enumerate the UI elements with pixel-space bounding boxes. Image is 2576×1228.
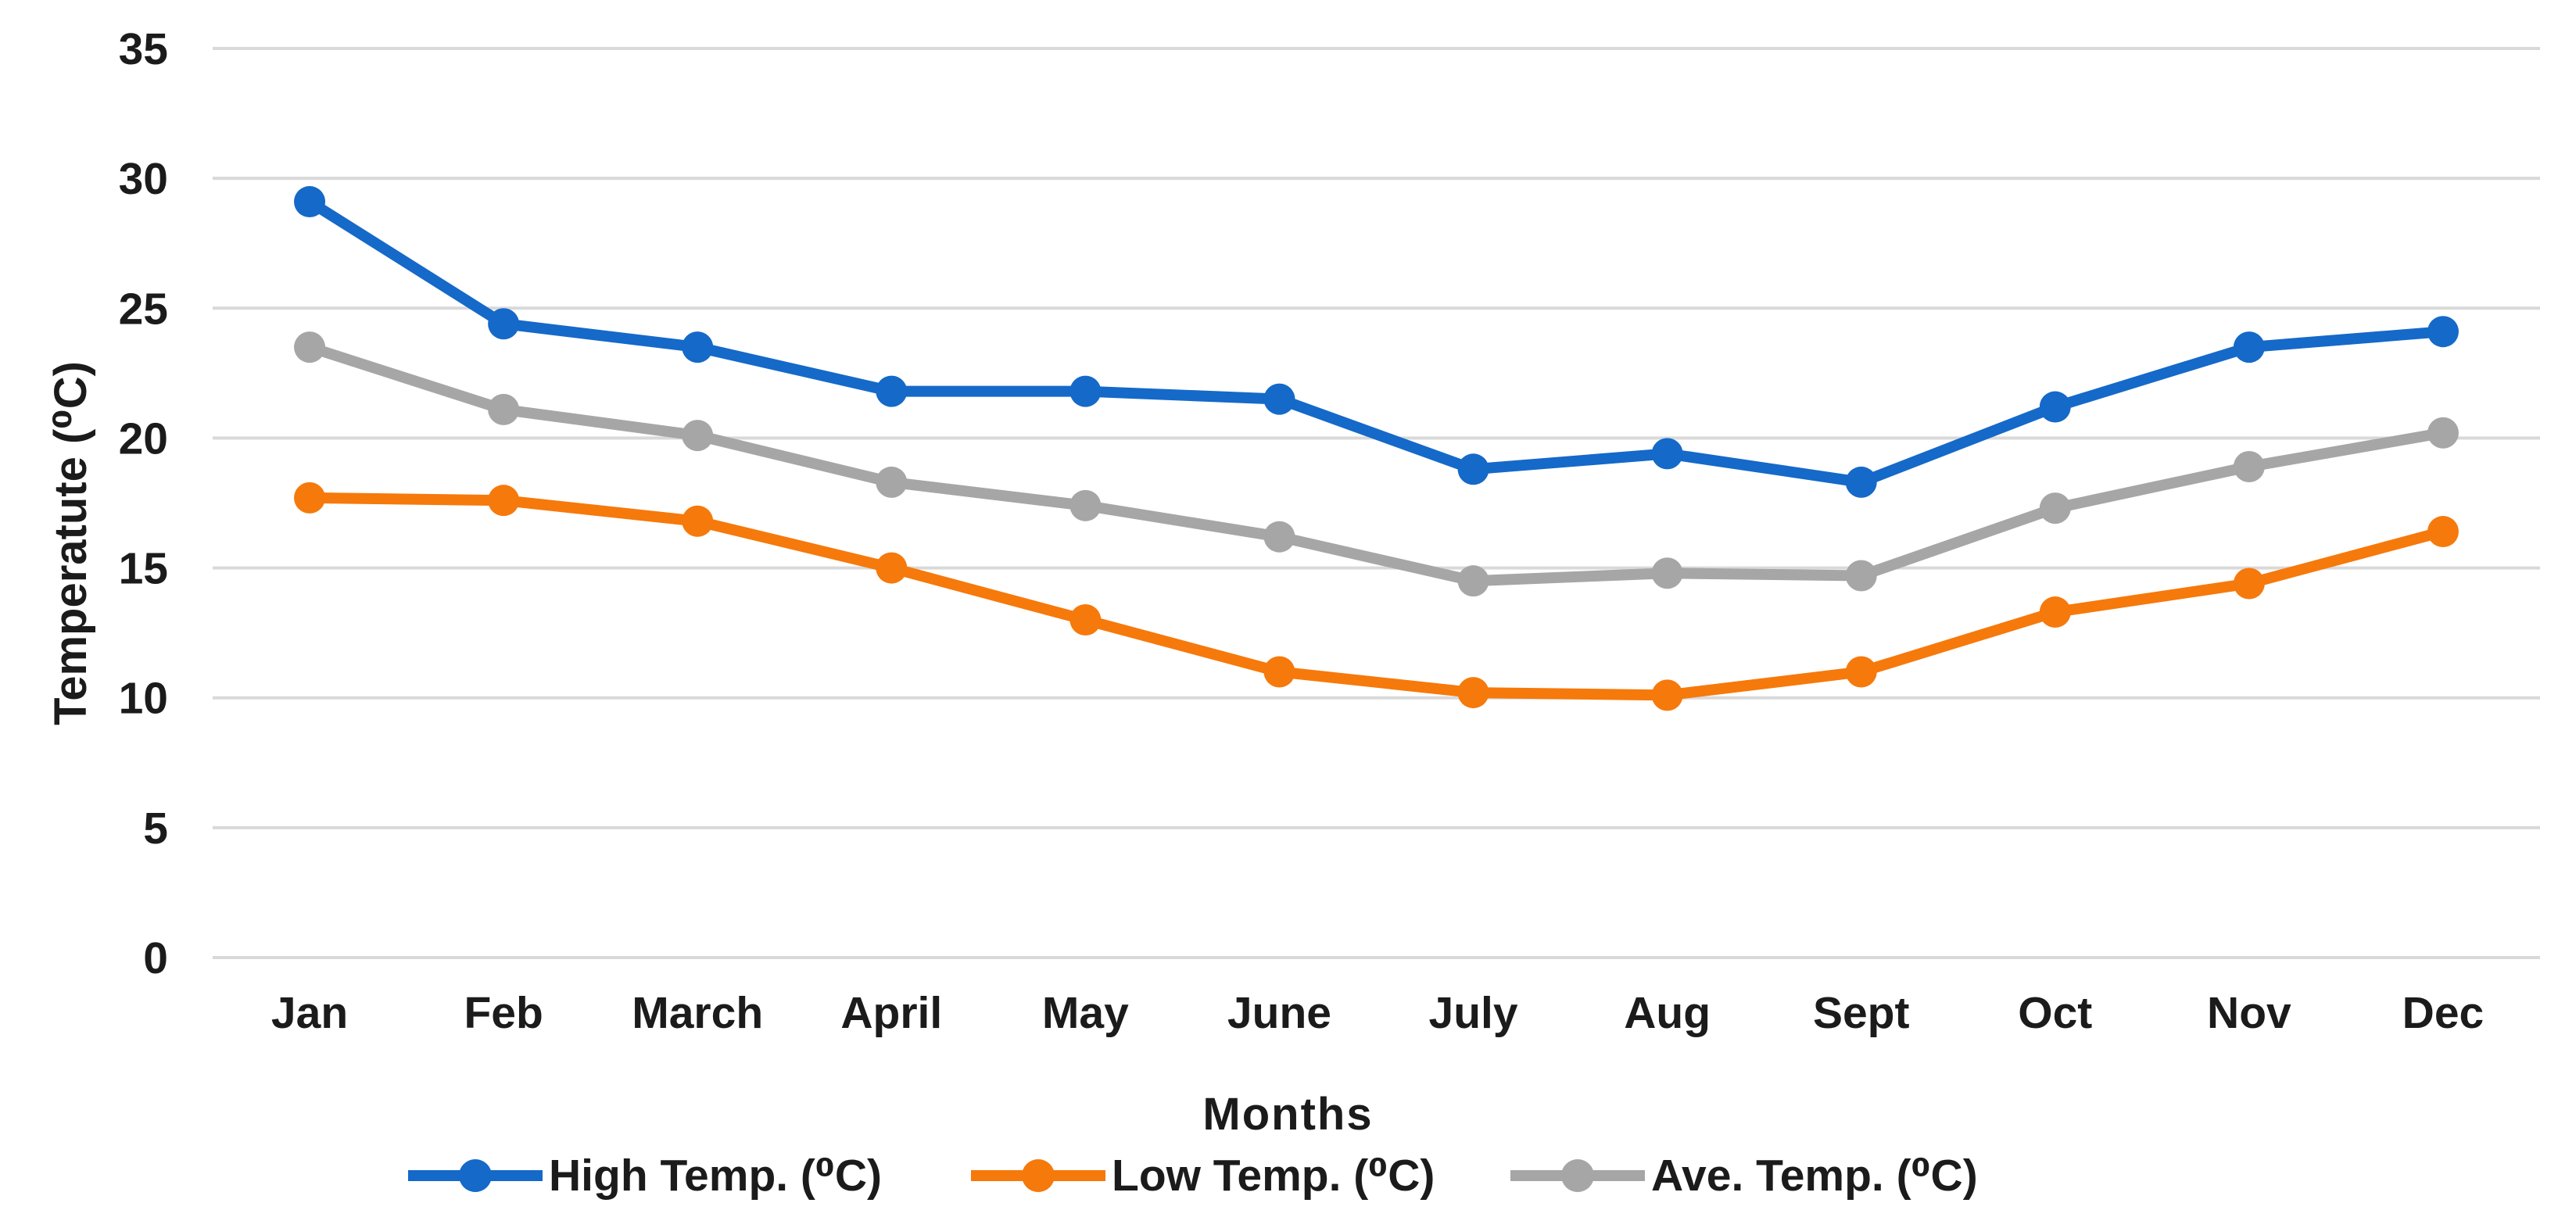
data-point bbox=[2039, 596, 2071, 628]
legend-marker-ave-temp-icon bbox=[1510, 1159, 1645, 1192]
y-axis-title: Temperatute (⁰C) bbox=[45, 361, 96, 725]
legend: High Temp. (⁰C) Low Temp. (⁰C) Ave. Temp… bbox=[0, 1143, 2576, 1213]
x-tick-label: June bbox=[1227, 988, 1331, 1038]
data-point bbox=[294, 331, 326, 363]
data-point bbox=[294, 186, 326, 218]
x-tick-label: Oct bbox=[2018, 988, 2092, 1038]
x-tick-label: March bbox=[632, 988, 763, 1038]
data-point bbox=[1263, 656, 1295, 688]
data-point bbox=[294, 482, 326, 514]
data-point bbox=[2039, 492, 2071, 524]
data-point bbox=[2233, 567, 2265, 600]
series-line-1 bbox=[304, 492, 2449, 701]
legend-label-ave-temp: Ave. Temp. (⁰C) bbox=[1651, 1151, 1978, 1201]
y-tick-label: 5 bbox=[143, 804, 168, 854]
data-point bbox=[682, 420, 714, 452]
data-point bbox=[1845, 466, 1877, 498]
y-tick-label: 20 bbox=[119, 414, 168, 464]
legend-item-low-temp: Low Temp. (⁰C) bbox=[969, 1143, 1435, 1208]
x-axis-title: Months bbox=[1202, 1089, 1374, 1140]
data-point bbox=[2233, 450, 2265, 482]
data-point bbox=[682, 331, 714, 363]
data-point bbox=[1651, 557, 1683, 589]
data-point bbox=[1263, 521, 1295, 553]
data-point bbox=[1457, 677, 1489, 709]
x-tick-label: Jan bbox=[271, 988, 348, 1038]
data-point bbox=[2233, 331, 2265, 363]
legend-marker-high-temp-icon bbox=[408, 1159, 543, 1192]
data-point bbox=[1069, 604, 1102, 636]
legend-item-high-temp: High Temp. (⁰C) bbox=[407, 1143, 882, 1208]
series-line-2 bbox=[304, 342, 2449, 587]
data-point bbox=[1263, 383, 1295, 415]
y-tick-label: 30 bbox=[119, 154, 168, 204]
legend-item-ave-temp: Ave. Temp. (⁰C) bbox=[1509, 1143, 1978, 1208]
data-point bbox=[1845, 656, 1877, 688]
data-point bbox=[2427, 417, 2459, 449]
x-tick-label: Aug bbox=[1624, 988, 1711, 1038]
x-tick-label: Dec bbox=[2402, 988, 2485, 1038]
data-point bbox=[2427, 516, 2459, 548]
legend-label-high-temp: High Temp. (⁰C) bbox=[549, 1151, 883, 1201]
data-point bbox=[488, 308, 520, 340]
y-tick-label: 25 bbox=[119, 284, 168, 334]
data-point bbox=[2427, 316, 2459, 348]
x-tick-label: April bbox=[840, 988, 942, 1038]
data-point bbox=[1651, 679, 1683, 711]
data-point bbox=[1069, 375, 1102, 407]
y-tick-label: 15 bbox=[119, 544, 168, 594]
data-point bbox=[1069, 489, 1102, 521]
data-point bbox=[488, 485, 520, 517]
x-tick-label: Nov bbox=[2207, 988, 2291, 1038]
data-point bbox=[1457, 453, 1489, 485]
series-line-0 bbox=[304, 196, 2449, 488]
x-tick-label: Sept bbox=[1813, 988, 1910, 1038]
data-point bbox=[876, 552, 908, 584]
data-point bbox=[1651, 438, 1683, 470]
data-point bbox=[1845, 560, 1877, 592]
x-tick-label: Feb bbox=[464, 988, 543, 1038]
x-tick-label: May bbox=[1042, 988, 1129, 1038]
legend-marker-low-temp-icon bbox=[971, 1159, 1105, 1192]
data-point bbox=[876, 466, 908, 498]
data-point bbox=[682, 505, 714, 537]
data-point bbox=[2039, 391, 2071, 423]
data-point bbox=[1457, 565, 1489, 597]
data-point bbox=[876, 375, 908, 407]
x-tick-label: July bbox=[1429, 988, 1518, 1038]
y-tick-label: 0 bbox=[143, 933, 168, 983]
y-tick-label: 10 bbox=[119, 674, 168, 724]
y-tick-label: 35 bbox=[119, 24, 168, 74]
data-point bbox=[488, 393, 520, 425]
legend-label-low-temp: Low Temp. (⁰C) bbox=[1112, 1151, 1435, 1201]
